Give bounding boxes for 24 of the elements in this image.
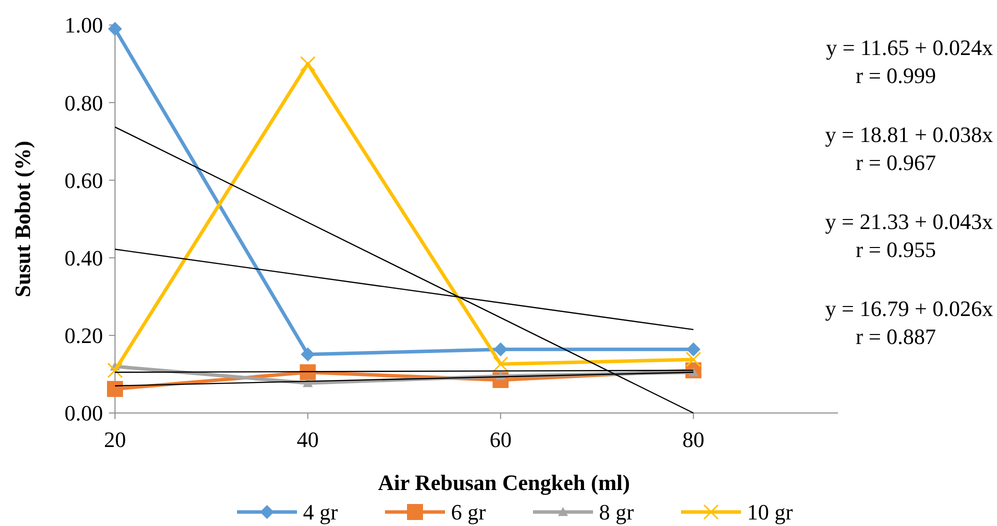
text: r = 0.955: [856, 237, 936, 262]
y-axis-title: Susut Bobot (%): [10, 140, 35, 298]
annotation: y = 21.33 + 0.043x: [825, 209, 993, 234]
y-tick-label: 0.40: [64, 246, 103, 270]
annotation: y = 11.65 + 0.024x: [826, 35, 993, 60]
text: r = 0.999: [856, 63, 936, 88]
x-tick-label: 60: [490, 427, 512, 452]
x-tick-label: 20: [104, 427, 126, 452]
y-tick-label: 0.20: [64, 323, 103, 348]
annotation: y = 18.81 + 0.038x: [825, 122, 993, 147]
text: r = 0.967: [856, 150, 936, 175]
x-tick-label: 80: [682, 427, 704, 452]
y-tick-label: 0.60: [64, 168, 103, 193]
legend-label: 6 gr: [451, 500, 486, 525]
y-tick-label: 1.00: [64, 12, 103, 38]
y-tick-label: 0.00: [64, 400, 103, 426]
legend-label: 4 gr: [303, 500, 338, 525]
x-axis-title: Air Rebusan Cengkeh (ml): [378, 470, 630, 495]
x-tick-label: 40: [296, 427, 319, 452]
y-tick-label: 0.80: [64, 90, 103, 116]
annotation: y = 16.79 + 0.026x: [825, 296, 993, 321]
text: r = 0.887: [856, 324, 936, 349]
legend-label: 8 gr: [599, 500, 634, 525]
legend-label: 10 gr: [747, 500, 794, 525]
